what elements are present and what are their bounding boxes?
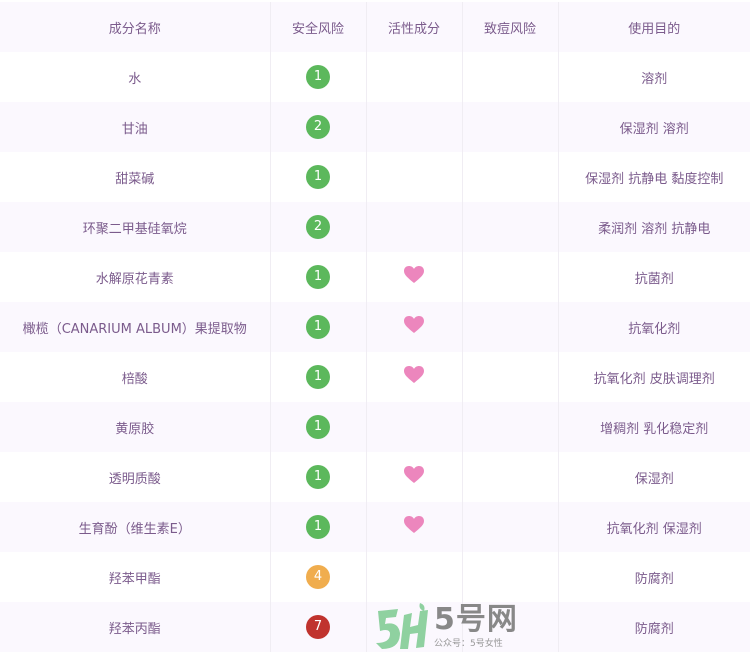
table-row: 羟苯甲酯 4 防腐剂	[0, 552, 750, 602]
ingredient-name: 环聚二甲基硅氧烷	[0, 202, 271, 252]
risk-badge: 1	[306, 265, 330, 289]
heart-icon	[404, 266, 424, 283]
acne-risk-cell	[462, 352, 559, 402]
active-cell	[366, 252, 463, 302]
heart-icon	[404, 516, 424, 533]
active-cell	[366, 402, 463, 452]
ingredient-name: 棓酸	[0, 352, 271, 402]
ingredient-name: 羟苯丙酯	[0, 602, 271, 652]
heart-icon	[404, 466, 424, 483]
safety-risk-cell: 1	[270, 502, 367, 552]
column-header: 安全风险	[270, 2, 367, 52]
active-cell	[366, 152, 463, 202]
acne-risk-cell	[462, 252, 559, 302]
purpose-cell: 溶剂	[641, 71, 668, 87]
purpose-cell: 增稠剂 乳化稳定剂	[600, 421, 709, 437]
ingredient-name: 水	[0, 52, 271, 102]
purpose-cell: 抗氧化剂	[628, 321, 681, 337]
heart-icon	[404, 316, 424, 333]
safety-risk-cell: 7	[270, 602, 367, 652]
acne-risk-cell	[462, 202, 559, 252]
purpose-cell: 柔润剂 溶剂 抗静电	[598, 221, 711, 237]
risk-badge: 1	[306, 315, 330, 339]
table-row: 黄原胶 1 增稠剂 乳化稳定剂	[0, 402, 750, 452]
acne-risk-cell	[462, 102, 559, 152]
ingredient-name: 甘油	[0, 102, 271, 152]
column-header: 致痘风险	[462, 2, 559, 52]
risk-badge: 4	[306, 565, 330, 589]
risk-badge: 1	[306, 465, 330, 489]
table-row: 橄榄（CANARIUM ALBUM）果提取物 1 抗氧化剂	[0, 302, 750, 352]
purpose-cell: 保湿剂 溶剂	[619, 121, 689, 137]
table-header: 成分名称 安全风险 活性成分 致痘风险 使用目的	[0, 2, 750, 52]
acne-risk-cell	[462, 52, 559, 102]
purpose-cell: 防腐剂	[634, 571, 674, 587]
risk-badge: 1	[306, 65, 330, 89]
ingredient-name: 橄榄（CANARIUM ALBUM）果提取物	[0, 302, 271, 352]
active-cell	[366, 52, 463, 102]
purpose-cell: 抗氧化剂 保湿剂	[606, 521, 702, 537]
acne-risk-cell	[462, 602, 559, 652]
ingredient-name: 生育酚（维生素E）	[0, 502, 271, 552]
acne-risk-cell	[462, 302, 559, 352]
table-row: 环聚二甲基硅氧烷 2 柔润剂 溶剂 抗静电	[0, 202, 750, 252]
watermark-brand: 5号网	[434, 602, 518, 637]
watermark-sub: 公众号：5号女性	[434, 639, 503, 649]
table-row: 棓酸 1 抗氧化剂 皮肤调理剂	[0, 352, 750, 402]
ingredient-name: 透明质酸	[0, 452, 271, 502]
purpose-cell: 保湿剂 抗静电 黏度控制	[585, 171, 724, 187]
ingredient-name: 甜菜碱	[0, 152, 271, 202]
safety-risk-cell: 4	[270, 552, 367, 602]
safety-risk-cell: 1	[270, 452, 367, 502]
heart-icon	[404, 366, 424, 383]
table-row: 生育酚（维生素E） 1 抗氧化剂 保湿剂	[0, 502, 750, 552]
safety-risk-cell: 1	[270, 252, 367, 302]
ingredient-name: 黄原胶	[0, 402, 271, 452]
table-row: 甜菜碱 1 保湿剂 抗静电 黏度控制	[0, 152, 750, 202]
active-cell	[366, 302, 463, 352]
column-header: 活性成分	[366, 2, 463, 52]
safety-risk-cell: 1	[270, 352, 367, 402]
safety-risk-cell: 2	[270, 102, 367, 152]
active-cell	[366, 352, 463, 402]
purpose-cell: 保湿剂	[634, 471, 674, 487]
risk-badge: 1	[306, 515, 330, 539]
acne-risk-cell	[462, 552, 559, 602]
table-row: 透明质酸 1 保湿剂	[0, 452, 750, 502]
active-cell	[366, 452, 463, 502]
logo-icon	[376, 603, 428, 649]
acne-risk-cell	[462, 402, 559, 452]
risk-badge: 7	[306, 615, 330, 639]
table-row: 羟苯丙酯 7 防腐剂	[0, 602, 750, 652]
risk-badge: 1	[306, 165, 330, 189]
risk-badge: 1	[306, 365, 330, 389]
safety-risk-cell: 1	[270, 402, 367, 452]
column-header: 使用目的	[628, 21, 681, 37]
acne-risk-cell	[462, 452, 559, 502]
purpose-cell: 防腐剂	[634, 621, 674, 637]
table-row: 甘油 2 保湿剂 溶剂	[0, 102, 750, 152]
risk-badge: 1	[306, 415, 330, 439]
ingredient-name: 水解原花青素	[0, 252, 271, 302]
acne-risk-cell	[462, 502, 559, 552]
safety-risk-cell: 2	[270, 202, 367, 252]
safety-risk-cell: 1	[270, 52, 367, 102]
purpose-cell: 抗菌剂	[634, 271, 674, 287]
safety-risk-cell: 1	[270, 152, 367, 202]
active-cell	[366, 102, 463, 152]
active-cell	[366, 202, 463, 252]
watermark-logo: 5号网 公众号：5号女性	[372, 601, 552, 653]
active-cell	[366, 552, 463, 602]
acne-risk-cell	[462, 152, 559, 202]
table-row: 水 1 溶剂	[0, 52, 750, 102]
active-cell	[366, 502, 463, 552]
risk-badge: 2	[306, 115, 330, 139]
column-header: 成分名称	[0, 2, 271, 52]
table-row: 水解原花青素 1 抗菌剂	[0, 252, 750, 302]
risk-badge: 2	[306, 215, 330, 239]
purpose-cell: 抗氧化剂 皮肤调理剂	[593, 371, 715, 387]
safety-risk-cell: 1	[270, 302, 367, 352]
ingredient-name: 羟苯甲酯	[0, 552, 271, 602]
